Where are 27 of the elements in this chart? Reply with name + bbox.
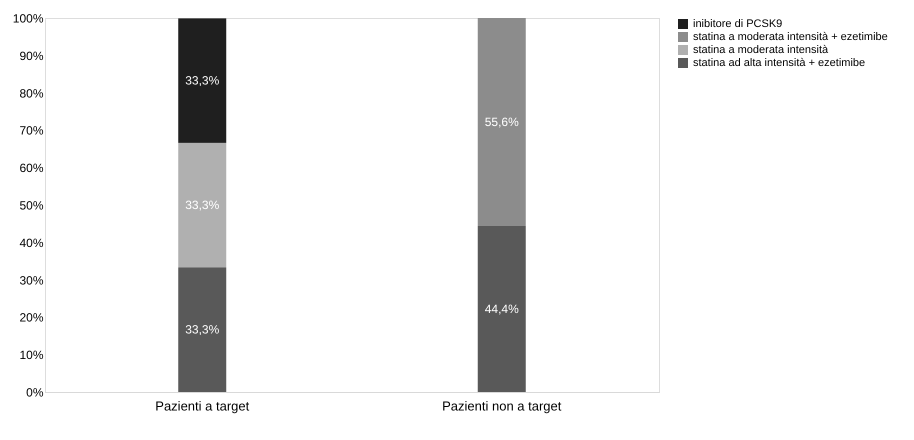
y-tick-label: 80%: [19, 86, 44, 100]
x-tick-label: Pazienti a target: [155, 398, 250, 414]
y-tick-label: 20%: [19, 310, 44, 325]
y-tick-label: 10%: [19, 348, 44, 362]
bar: [478, 226, 526, 392]
legend-label: inibitore di PCSK9: [693, 18, 782, 30]
y-tick-label: 100%: [12, 12, 44, 26]
y-tick-label: 40%: [19, 236, 44, 250]
y-tick-label: 70%: [19, 124, 44, 138]
data-label: 33,3%: [185, 74, 220, 88]
bar: [478, 18, 526, 226]
legend-label: statina a moderata intensità: [693, 44, 830, 56]
data-label: 33,3%: [185, 198, 220, 212]
bar: [178, 142, 226, 268]
y-tick-label: 0%: [26, 386, 44, 400]
data-label: 55,6%: [484, 114, 520, 129]
data-label: 33,3%: [185, 322, 220, 337]
y-tick-label: 90%: [19, 48, 44, 63]
legend-label: statina ad alta intensità + ezetimibe: [693, 57, 866, 69]
bar: [178, 267, 226, 392]
legend-label: statina a moderata intensità + ezetimibe: [693, 31, 888, 43]
bar: [178, 18, 226, 143]
y-tick-label: 30%: [19, 273, 44, 288]
y-tick-label: 50%: [19, 198, 44, 212]
x-tick-label: Pazienti non a target: [442, 398, 562, 414]
data-label: 44,4%: [484, 302, 520, 316]
y-tick-label: 60%: [19, 161, 44, 176]
